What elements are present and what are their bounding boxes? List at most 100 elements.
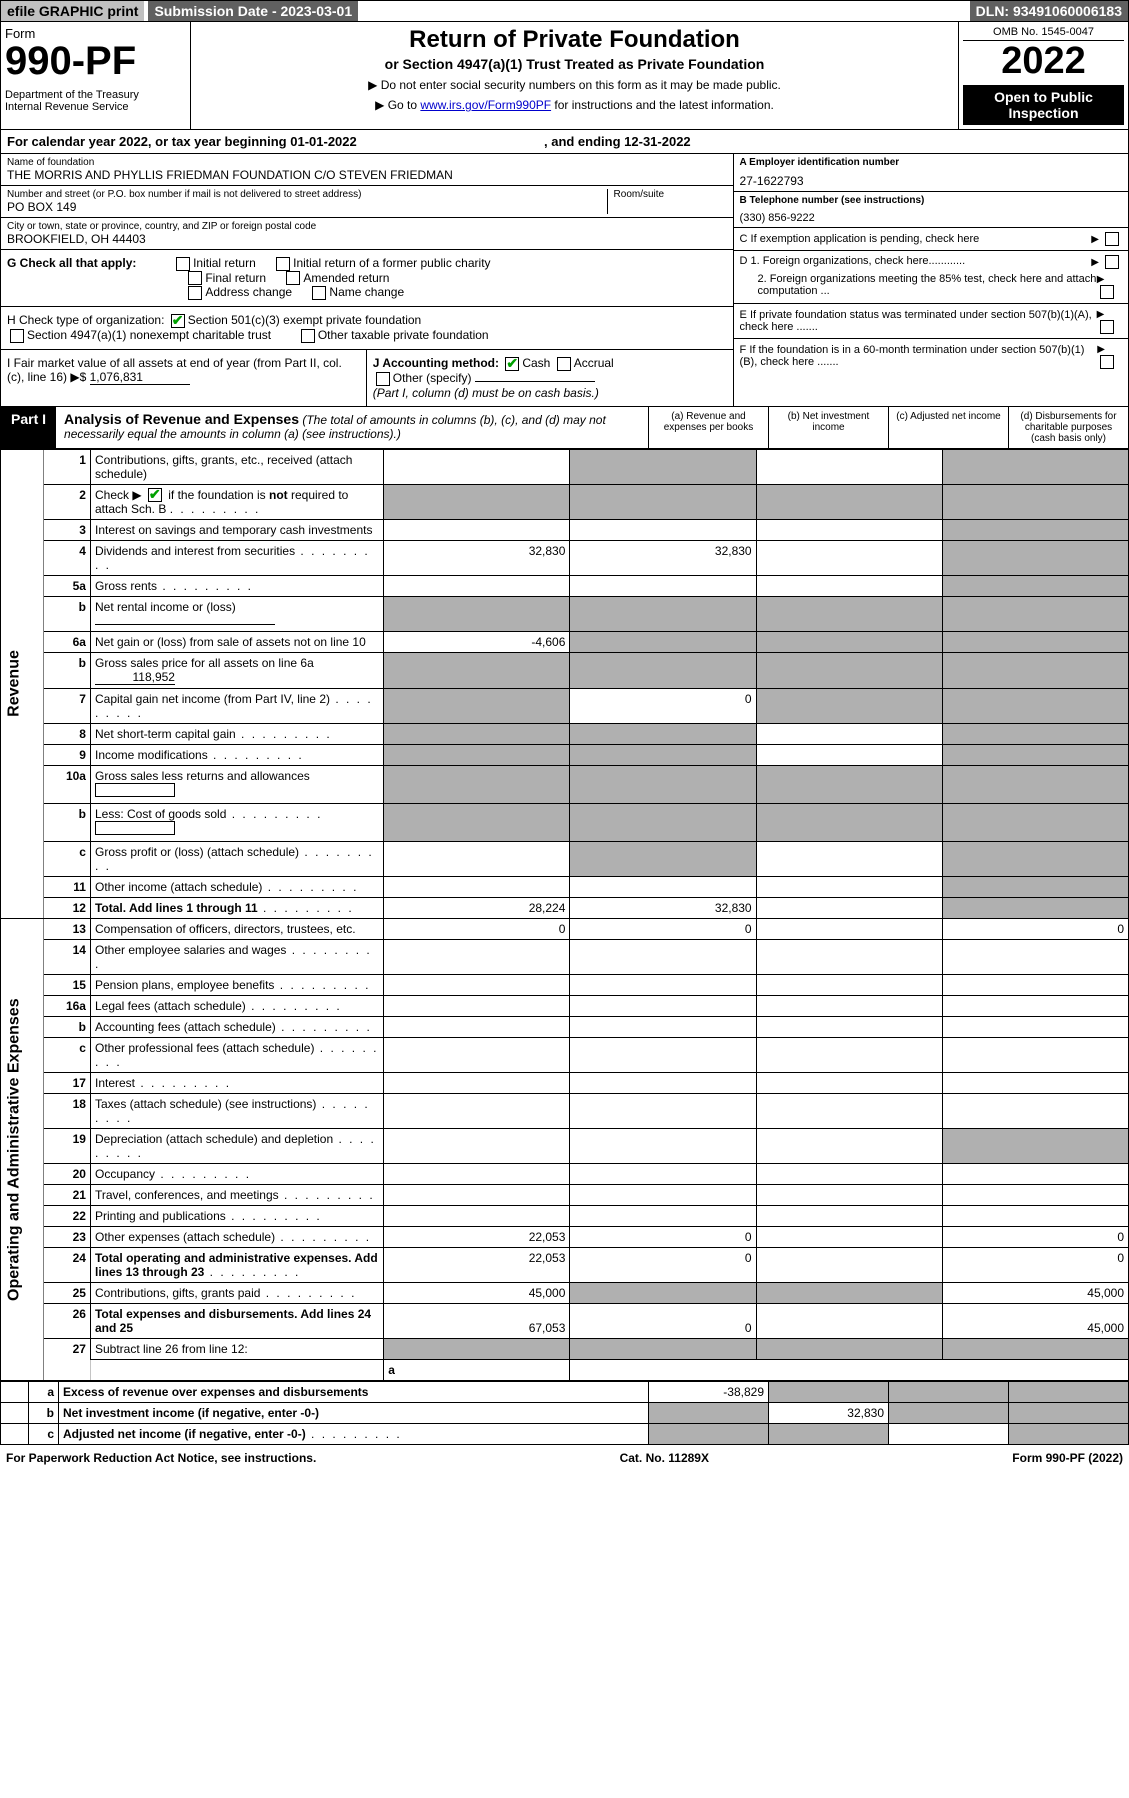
desc-2: Check ▶ if the foundation is not require…: [90, 484, 383, 520]
h-opt-3: Other taxable private foundation: [318, 328, 489, 342]
tel-label: B Telephone number (see instructions): [740, 195, 925, 206]
cal-begin: 01-01-2022: [290, 134, 357, 149]
cb-cash[interactable]: [505, 357, 519, 371]
d1-label: D 1. Foreign organizations, check here..…: [740, 255, 966, 269]
desc-1: Contributions, gifts, grants, etc., rece…: [90, 449, 383, 484]
cb-501c3[interactable]: [171, 314, 185, 328]
col-c-header: (c) Adjusted net income: [888, 407, 1008, 448]
val-13a: 0: [384, 919, 570, 940]
ln-7: 7: [44, 689, 91, 724]
ln-1: 1: [44, 449, 91, 484]
val-24d: 0: [942, 1248, 1128, 1283]
desc-10a: Gross sales less returns and allowances: [90, 766, 383, 804]
ln-21: 21: [44, 1185, 91, 1206]
desc-17: Interest: [90, 1073, 383, 1094]
ln-20: 20: [44, 1164, 91, 1185]
desc-16a: Legal fees (attach schedule): [90, 996, 383, 1017]
city-label: City or town, state or province, country…: [7, 221, 727, 232]
val-13d: 0: [942, 919, 1128, 940]
desc-19: Depreciation (attach schedule) and deple…: [90, 1129, 383, 1164]
ein-label: A Employer identification number: [740, 157, 900, 168]
val-23d: 0: [942, 1227, 1128, 1248]
ln-5a: 5a: [44, 576, 91, 597]
cb-other-taxable[interactable]: [301, 329, 315, 343]
desc-12: Total. Add lines 1 through 11: [90, 898, 383, 919]
form-title: Return of Private Foundation: [195, 26, 954, 54]
footer-left: For Paperwork Reduction Act Notice, see …: [6, 1451, 316, 1465]
cb-other-method[interactable]: [376, 372, 390, 386]
cb-f[interactable]: [1100, 355, 1114, 369]
ln-27a2: a: [29, 1382, 59, 1403]
top-bar: efile GRAPHIC print Submission Date - 20…: [0, 0, 1129, 22]
j-note: (Part I, column (d) must be on cash basi…: [373, 386, 599, 400]
c-row: C If exemption application is pending, c…: [734, 228, 1128, 251]
addr-label: Number and street (or P.O. box number if…: [7, 189, 607, 200]
h-label: H Check type of organization:: [7, 313, 164, 327]
tax-year: 2022: [963, 41, 1124, 83]
city: BROOKFIELD, OH 44403: [7, 232, 727, 246]
ln-27: 27: [44, 1339, 91, 1381]
j-label: J Accounting method:: [373, 356, 499, 370]
footer-mid: Cat. No. 11289X: [620, 1451, 709, 1465]
g-opt-4: Address change: [205, 285, 292, 299]
val-26b: 0: [570, 1304, 756, 1339]
cb-address-change[interactable]: [188, 286, 202, 300]
desc-27c: Adjusted net income (if negative, enter …: [59, 1424, 649, 1445]
desc-4: Dividends and interest from securities: [90, 541, 383, 576]
cb-4947a1[interactable]: [10, 329, 24, 343]
val-26a: 67,053: [384, 1304, 570, 1339]
submission-date: Submission Date - 2023-03-01: [148, 1, 358, 21]
instruction-2: ▶ Go to www.irs.gov/Form990PF for instru…: [195, 98, 954, 112]
val-25a: 45,000: [384, 1283, 570, 1304]
ln-17: 17: [44, 1073, 91, 1094]
desc-27b: Net investment income (if negative, ente…: [59, 1403, 649, 1424]
line27-table: a Excess of revenue over expenses and di…: [0, 1381, 1129, 1445]
desc-20: Occupancy: [90, 1164, 383, 1185]
g-opt-3: Amended return: [303, 271, 389, 285]
ln-22: 22: [44, 1206, 91, 1227]
ln-18: 18: [44, 1094, 91, 1129]
cb-c[interactable]: [1105, 232, 1119, 246]
irs-link[interactable]: www.irs.gov/Form990PF: [420, 98, 551, 112]
val-24b: 0: [570, 1248, 756, 1283]
ln-3: 3: [44, 520, 91, 541]
f-row: F If the foundation is in a 60-month ter…: [734, 339, 1128, 373]
ein-value: 27-1622793: [740, 174, 1122, 188]
cb-e[interactable]: [1100, 320, 1114, 334]
cal-mid: , and ending: [544, 134, 624, 149]
val-23a: 22,053: [384, 1227, 570, 1248]
g-row: G Check all that apply: Initial return I…: [1, 250, 733, 307]
cb-name-change[interactable]: [312, 286, 326, 300]
ln-10b: b: [44, 804, 91, 842]
cb-initial-return[interactable]: [176, 257, 190, 271]
cal-prefix: For calendar year 2022, or tax year begi…: [7, 134, 290, 149]
desc-6b: Gross sales price for all assets on line…: [90, 653, 383, 689]
val-27a: -38,829: [649, 1382, 769, 1403]
cb-amended[interactable]: [286, 271, 300, 285]
ln-15: 15: [44, 975, 91, 996]
cb-d1[interactable]: [1105, 255, 1119, 269]
ln-16b: b: [44, 1017, 91, 1038]
val-4a: 32,830: [384, 541, 570, 576]
foundation-name: THE MORRIS AND PHYLLIS FRIEDMAN FOUNDATI…: [7, 168, 727, 182]
ln-23: 23: [44, 1227, 91, 1248]
cb-final-return[interactable]: [188, 271, 202, 285]
desc-3: Interest on savings and temporary cash i…: [90, 520, 383, 541]
desc-5b: Net rental income or (loss): [90, 597, 383, 632]
val-4b: 32,830: [570, 541, 756, 576]
inst2-prefix: ▶ Go to: [375, 98, 420, 112]
expenses-side-label: Operating and Administrative Expenses: [1, 919, 44, 1381]
foundation-name-cell: Name of foundation THE MORRIS AND PHYLLI…: [1, 154, 733, 186]
cb-initial-former[interactable]: [276, 257, 290, 271]
cb-sch-b[interactable]: [148, 488, 162, 502]
desc-27a2: Excess of revenue over expenses and disb…: [59, 1382, 649, 1403]
form-number: 990-PF: [5, 41, 186, 81]
fmv-value: 1,076,831: [90, 370, 190, 385]
col-d-header: (d) Disbursements for charitable purpose…: [1008, 407, 1128, 448]
val-27b: 32,830: [769, 1403, 889, 1424]
col-b-header: (b) Net investment income: [768, 407, 888, 448]
ln-13: 13: [44, 919, 91, 940]
col-a-header: (a) Revenue and expenses per books: [648, 407, 768, 448]
cb-d2[interactable]: [1100, 285, 1114, 299]
cb-accrual[interactable]: [557, 357, 571, 371]
